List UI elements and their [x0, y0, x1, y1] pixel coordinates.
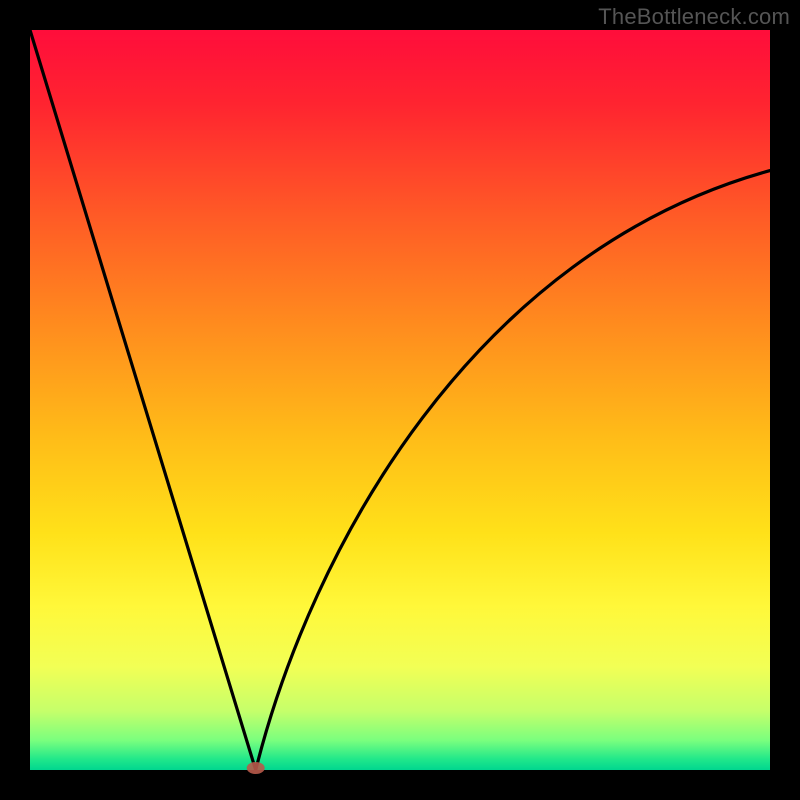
bottleneck-chart	[0, 0, 800, 800]
apex-marker	[247, 762, 265, 774]
watermark-text: TheBottleneck.com	[598, 4, 790, 30]
plot-gradient-area	[30, 30, 770, 770]
chart-container: TheBottleneck.com	[0, 0, 800, 800]
